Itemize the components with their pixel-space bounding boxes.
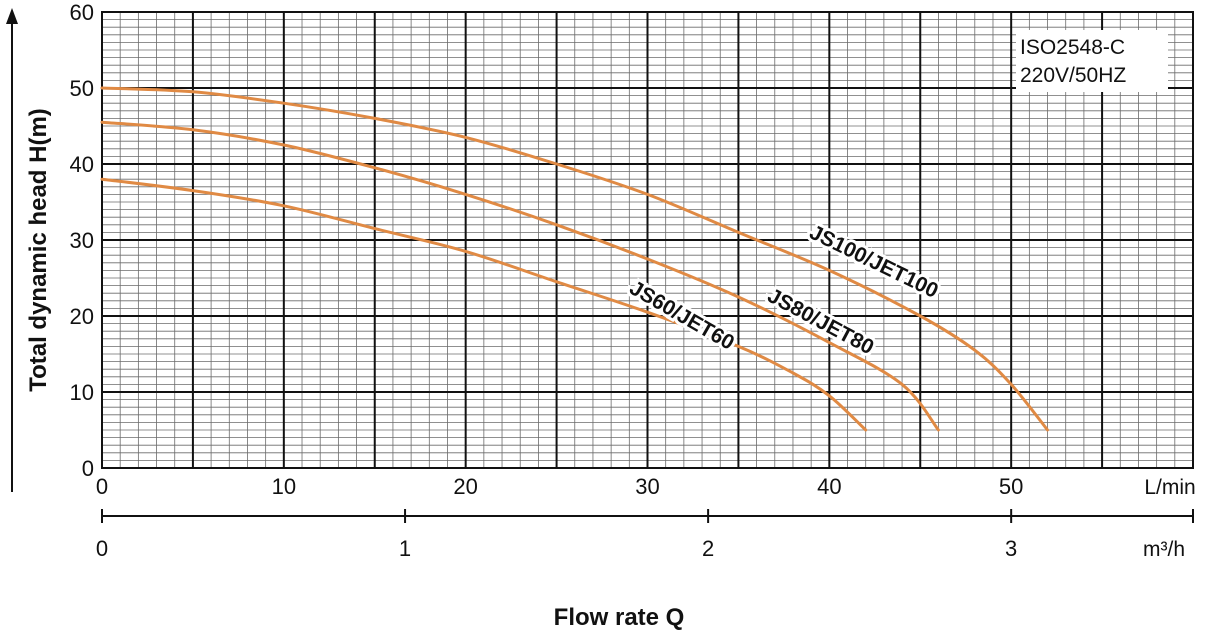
x2-tick-label: 1 [399, 536, 411, 561]
x-axis-title: Flow rate Q [554, 604, 685, 631]
series-curve [100, 177, 868, 432]
y-axis-arrow-head [6, 8, 18, 24]
y-axis-title: Total dynamic head H(m) [25, 108, 52, 392]
note-box: ISO2548-C 220V/50HZ [1016, 30, 1168, 92]
grid [6, 8, 1194, 523]
series-curve [100, 86, 1049, 432]
x-tick-label: 20 [453, 474, 477, 499]
y-tick-label: 10 [70, 380, 94, 405]
series-curve [100, 120, 940, 432]
y-tick-label: 20 [70, 304, 94, 329]
y-tick-label: 40 [70, 152, 94, 177]
x-tick-label: 30 [635, 474, 659, 499]
x-tick-label: 40 [817, 474, 841, 499]
y-tick-label: 60 [70, 0, 94, 25]
x-tick-label: 10 [272, 474, 296, 499]
curves [100, 86, 1049, 432]
y-tick-label: 0 [82, 456, 94, 481]
series-label-group: JS80/JET80 [761, 281, 881, 362]
x-tick-label: 0 [96, 474, 108, 499]
y-tick-label: 30 [70, 228, 94, 253]
note-box-background [1016, 30, 1168, 92]
plot-frame [101, 11, 1194, 469]
series-label: JS80/JET80 [764, 284, 878, 359]
x2-axis-unit-m3h: m³/h [1143, 538, 1185, 561]
x2-tick-label: 0 [96, 536, 108, 561]
note-line-standard: ISO2548-C [1020, 36, 1125, 59]
x2-tick-label: 3 [1005, 536, 1017, 561]
x-axis-unit-lmin: L/min [1144, 476, 1195, 499]
x-tick-label: 50 [999, 474, 1023, 499]
note-line-power: 220V/50HZ [1020, 64, 1126, 87]
x2-tick-label: 2 [702, 536, 714, 561]
y-tick-label: 50 [70, 76, 94, 101]
